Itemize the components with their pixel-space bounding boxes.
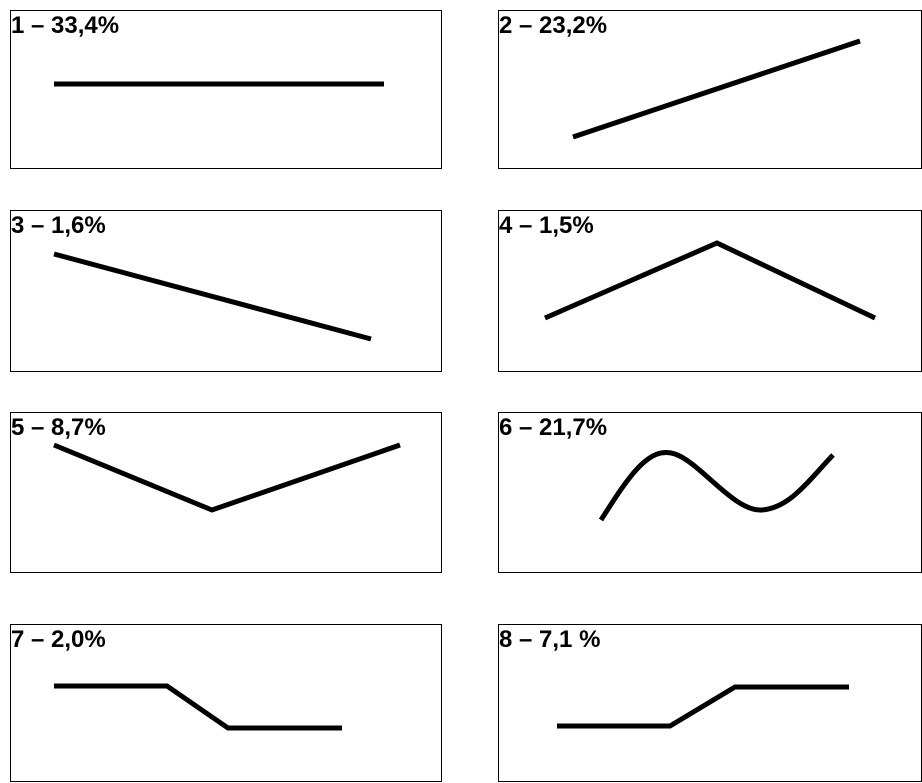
step-down-graphic bbox=[54, 683, 342, 731]
panel-label: 5 – 8,7% bbox=[11, 414, 106, 441]
panel-4-rise-then-fall: 4 – 1,5% bbox=[498, 210, 922, 372]
valley-line bbox=[53, 442, 401, 513]
panel-label: 4 – 1,5% bbox=[499, 212, 594, 239]
wave-line bbox=[598, 450, 835, 522]
step-up-graphic bbox=[557, 684, 849, 729]
panel-1-flat: 1 – 33,4% bbox=[10, 10, 442, 169]
panel-8-step-up: 8 – 7,1 % bbox=[498, 624, 922, 782]
panel-label: 8 – 7,1 % bbox=[499, 626, 601, 653]
panel-5-fall-then-rise: 5 – 8,7% bbox=[10, 412, 442, 573]
panel-3-falling: 3 – 1,6% bbox=[10, 210, 442, 372]
falling-line bbox=[53, 251, 372, 342]
step-down-line bbox=[54, 683, 342, 731]
rising-trend-graphic bbox=[572, 38, 861, 140]
panel-label: 6 – 21,7% bbox=[499, 414, 608, 441]
panel-label: 3 – 1,6% bbox=[11, 212, 106, 239]
wave-trend-graphic bbox=[598, 450, 835, 522]
panel-6-wave: 6 – 21,7% bbox=[498, 412, 922, 573]
flat-trend-graphic bbox=[54, 81, 384, 87]
panel-2-rising: 2 – 23,2% bbox=[498, 10, 922, 169]
falling-trend-graphic bbox=[53, 251, 372, 342]
peak-line bbox=[544, 240, 877, 321]
panel-label: 2 – 23,2% bbox=[499, 12, 608, 39]
rising-line bbox=[572, 38, 861, 140]
step-up-line bbox=[557, 684, 849, 729]
panel-label: 7 – 2,0% bbox=[11, 626, 106, 653]
fall-then-rise-graphic bbox=[53, 442, 401, 513]
panel-7-step-down: 7 – 2,0% bbox=[10, 624, 442, 782]
rise-then-fall-graphic bbox=[544, 240, 877, 321]
panel-label: 1 – 33,4% bbox=[11, 12, 120, 39]
